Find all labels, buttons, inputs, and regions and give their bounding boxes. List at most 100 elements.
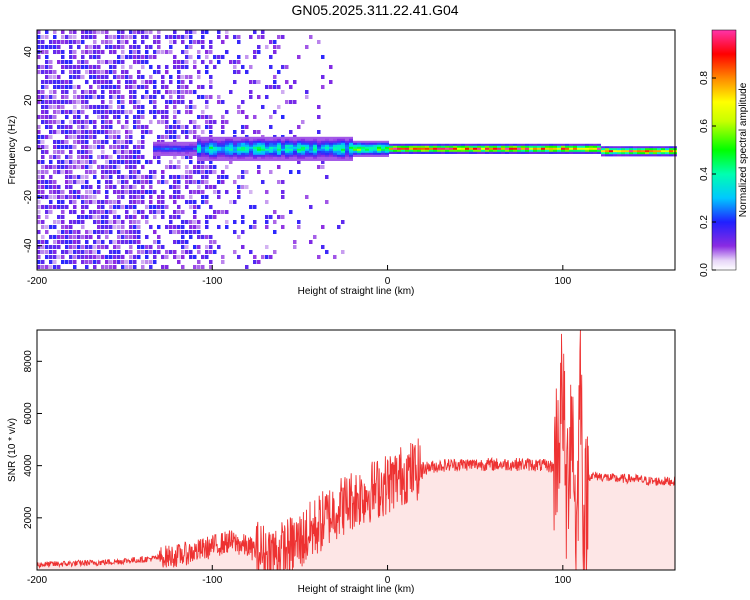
spectrogram-cell <box>117 135 121 139</box>
spectrogram-band-cell <box>225 158 229 161</box>
spectrogram-cell <box>69 240 73 244</box>
spectrogram-cell <box>61 200 65 204</box>
spectrogram-band-cell <box>197 140 201 143</box>
spectrogram-cell <box>121 60 125 64</box>
spectrogram-cell <box>97 165 101 169</box>
spectrogram-cell <box>69 200 73 204</box>
spectrogram-cell <box>89 155 93 159</box>
spectrogram-band-cell <box>557 147 561 150</box>
spectrogram-cell <box>205 105 209 109</box>
spectrogram-band-cell <box>509 149 513 152</box>
spectrogram-band-cell <box>669 154 673 157</box>
colorbar-tick-label: 0.8 <box>699 71 710 85</box>
spectrogram-cell <box>101 90 105 94</box>
spectrogram-cell <box>133 240 137 244</box>
spectrogram-band-cell <box>217 146 221 149</box>
spectrogram-cell <box>105 245 109 249</box>
spectrogram-x-tick-label: -100 <box>202 276 222 287</box>
spectrogram-cell <box>145 60 149 64</box>
spectrogram-band-cell <box>301 142 305 145</box>
spectrogram-cell <box>101 85 105 89</box>
spectrogram-cell <box>129 200 133 204</box>
spectrogram-cell <box>237 55 241 59</box>
spectrogram-cell <box>121 105 125 109</box>
spectrogram-cell <box>109 65 113 69</box>
spectrogram-band-cell <box>229 142 233 145</box>
spectrogram-band-cell <box>629 148 633 151</box>
spectrogram-band-cell <box>305 138 309 141</box>
spectrogram-cell <box>173 255 177 259</box>
spectrogram-cell <box>185 60 189 64</box>
spectrogram-cell <box>105 45 109 49</box>
spectrogram-band-cell <box>641 152 645 155</box>
spectrogram-band-cell <box>429 151 433 154</box>
spectrogram-band-cell <box>377 152 381 155</box>
spectrogram-cell <box>173 110 177 114</box>
spectrogram-cell <box>173 125 177 129</box>
spectrogram-band-cell <box>173 149 177 152</box>
spectrogram-band-cell <box>293 156 297 159</box>
spectrogram-cell <box>137 230 141 234</box>
spectrogram-band-cell <box>309 150 313 153</box>
spectrogram-cell <box>73 50 77 54</box>
spectrogram-cell <box>129 155 133 159</box>
spectrogram-cell <box>121 205 125 209</box>
colorbar-tick-label: 0.6 <box>699 119 710 133</box>
spectrogram-cell <box>141 40 145 44</box>
spectrogram-cell <box>145 245 149 249</box>
spectrogram-cell <box>149 30 153 34</box>
spectrogram-band-cell <box>209 144 213 147</box>
spectrogram-band-cell <box>249 158 253 161</box>
spectrogram-band-cell <box>549 149 553 152</box>
spectrogram-cell <box>229 160 233 164</box>
spectrogram-band-cell <box>381 142 385 145</box>
spectrogram-band-cell <box>569 149 573 152</box>
spectrogram-cell <box>57 235 61 239</box>
spectrogram-cell <box>177 225 181 229</box>
spectrogram-cell <box>241 110 245 114</box>
spectrogram-band-cell <box>253 140 257 143</box>
spectrogram-band-cell <box>497 147 501 150</box>
spectrogram-band-cell <box>301 140 305 143</box>
spectrogram-cell <box>105 105 109 109</box>
spectrogram-cell <box>225 175 229 179</box>
spectrogram-cell <box>169 100 173 104</box>
spectrogram-cell <box>201 175 205 179</box>
spectrogram-band-cell <box>157 153 161 156</box>
spectrogram-cell <box>205 100 209 104</box>
spectrogram-band-cell <box>537 145 541 148</box>
spectrogram-band-cell <box>205 148 209 151</box>
spectrogram-band-cell <box>485 143 489 146</box>
spectrogram-cell <box>145 190 149 194</box>
spectrogram-cell <box>45 70 49 74</box>
spectrogram-band-cell <box>281 154 285 157</box>
spectrogram-cell <box>157 135 161 139</box>
spectrogram-cell <box>109 260 113 264</box>
spectrogram-cell <box>45 245 49 249</box>
spectrogram-band-cell <box>181 151 185 154</box>
spectrogram-band-cell <box>389 147 393 150</box>
spectrogram-cell <box>169 125 173 129</box>
spectrogram-cell <box>141 65 145 69</box>
spectrogram-cell <box>101 245 105 249</box>
spectrogram-band-cell <box>189 149 193 152</box>
spectrogram-band-cell <box>317 146 321 149</box>
spectrogram-cell <box>129 80 133 84</box>
spectrogram-cell <box>233 250 237 254</box>
spectrogram-band-cell <box>485 145 489 148</box>
spectrogram-cell <box>93 160 97 164</box>
spectrogram-band-cell <box>489 151 493 154</box>
spectrogram-cell <box>45 55 49 59</box>
spectrogram-band-cell <box>437 145 441 148</box>
spectrogram-cell <box>57 100 61 104</box>
spectrogram-cell <box>37 250 41 254</box>
spectrogram-cell <box>137 250 141 254</box>
spectrogram-cell <box>77 220 81 224</box>
spectrogram-cell <box>253 30 257 34</box>
spectrogram-cell <box>173 155 177 159</box>
spectrogram-cell <box>213 210 217 214</box>
spectrogram-cell <box>133 115 137 119</box>
spectrogram-cell <box>101 175 105 179</box>
spectrogram-band-cell <box>601 146 605 149</box>
spectrogram-cell <box>201 170 205 174</box>
